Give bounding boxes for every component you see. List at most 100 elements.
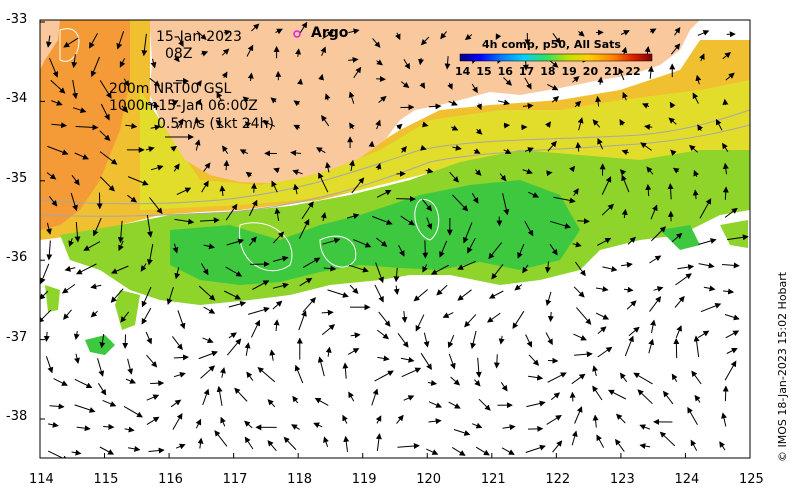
current-vector-arrow <box>117 220 124 244</box>
current-vector-arrow <box>497 99 510 106</box>
current-vector-arrow <box>552 440 563 453</box>
current-vector-arrow <box>698 262 715 269</box>
current-vector-arrow <box>393 267 400 283</box>
colorbar-tick-label: 17 <box>518 65 535 78</box>
current-vector-arrow <box>74 404 96 413</box>
lon-ticks <box>39 453 751 458</box>
current-vector-arrow <box>271 180 278 193</box>
current-vector-arrow <box>353 66 362 79</box>
current-vector-arrow <box>500 382 508 392</box>
current-vector-arrow <box>323 436 329 448</box>
current-vector-arrow <box>471 192 479 204</box>
sst-green-patch1 <box>85 335 115 355</box>
current-vector-arrow <box>116 31 125 50</box>
current-vector-arrow <box>173 371 186 378</box>
current-vector-arrow <box>502 424 516 431</box>
current-vector-arrow <box>574 351 593 358</box>
current-vector-arrow <box>150 164 164 171</box>
current-vector-arrow <box>545 121 551 128</box>
current-vector-arrow <box>474 379 481 387</box>
current-vector-arrow <box>349 122 355 130</box>
current-vector-arrow <box>299 21 308 34</box>
colorbar-tick-label: 18 <box>540 65 556 78</box>
colorbar-tick-label: 20 <box>582 65 599 78</box>
current-vector-arrow <box>719 441 726 451</box>
current-vector-arrow <box>457 260 476 270</box>
current-vector-arrow <box>451 125 459 131</box>
current-vector-arrow <box>48 421 59 428</box>
current-vector-arrow <box>172 413 183 430</box>
current-vector-arrow <box>199 217 220 224</box>
current-vector-arrow <box>621 208 628 219</box>
current-vector-arrow <box>110 265 129 274</box>
current-vector-arrow <box>150 124 161 131</box>
current-vector-arrow <box>239 149 249 155</box>
current-vector-arrow <box>71 449 82 456</box>
current-vector-arrow <box>194 139 201 151</box>
current-vector-arrow <box>592 414 599 428</box>
current-vector-arrow <box>549 243 558 256</box>
current-vector-arrow <box>313 422 323 429</box>
current-vector-arrow <box>726 347 738 354</box>
current-vector-arrow <box>550 392 561 401</box>
current-vector-arrow <box>202 388 210 406</box>
current-vector-arrow <box>348 391 355 402</box>
current-vector-arrow <box>395 32 401 41</box>
current-vector-arrow <box>376 76 386 83</box>
current-vector-arrow <box>194 117 201 127</box>
current-vector-arrow <box>640 142 652 151</box>
current-vector-arrow <box>478 398 491 411</box>
current-vector-arrow <box>645 183 652 197</box>
argo-marker-icon <box>293 30 301 38</box>
current-vector-arrow <box>621 174 630 193</box>
current-vector-arrow <box>146 416 160 426</box>
current-vector-arrow <box>627 236 636 245</box>
current-vector-arrow <box>575 141 582 152</box>
current-vector-arrow <box>491 263 504 280</box>
current-vector-arrow <box>100 176 115 192</box>
current-vector-arrow <box>725 72 735 81</box>
depth-contour-1000m <box>40 124 750 217</box>
current-vector-arrow <box>422 199 433 212</box>
current-vector-arrow <box>298 218 310 239</box>
current-vector-arrow <box>118 240 124 252</box>
current-vector-arrow <box>301 201 314 220</box>
current-vector-arrow <box>273 319 280 332</box>
current-vector-arrow <box>198 350 218 360</box>
current-vector-arrow <box>403 58 411 70</box>
current-vector-arrow <box>400 215 415 226</box>
current-vector-arrow <box>195 98 202 106</box>
current-vector-arrow <box>40 263 50 285</box>
current-vector-arrow <box>123 78 130 87</box>
current-vector-arrow <box>695 74 702 85</box>
current-vector-arrow <box>145 331 152 345</box>
current-vector-arrow <box>545 291 552 307</box>
current-vector-arrow <box>102 399 117 407</box>
lon-tick-label: 116 <box>158 472 183 487</box>
current-vector-arrow <box>225 203 238 221</box>
current-vector-arrow <box>316 147 326 154</box>
current-vector-arrow <box>544 261 551 274</box>
current-vector-arrow <box>244 436 254 450</box>
current-vector-arrow <box>689 144 698 153</box>
current-vector-arrow <box>592 385 603 401</box>
current-vector-arrow <box>451 446 466 456</box>
current-vector-arrow <box>175 77 189 84</box>
plot-frame <box>39 19 751 459</box>
current-vector-arrow <box>220 416 226 427</box>
current-vector-arrow <box>649 28 657 35</box>
current-vector-arrow <box>349 159 355 171</box>
current-vector-arrow <box>651 226 667 242</box>
current-vector-arrow <box>269 349 276 361</box>
current-vector-arrow <box>103 423 115 430</box>
current-vector-arrow <box>234 387 248 402</box>
current-vector-arrow <box>148 447 165 454</box>
current-vector-arrow <box>499 173 507 182</box>
current-vector-arrow <box>140 263 147 272</box>
current-vector-arrow <box>545 332 553 346</box>
current-vector-arrow <box>267 399 276 408</box>
current-vector-arrow <box>697 124 703 131</box>
current-vector-arrow <box>368 140 375 147</box>
current-vector-arrow <box>522 102 534 109</box>
current-vector-arrow <box>525 444 546 453</box>
